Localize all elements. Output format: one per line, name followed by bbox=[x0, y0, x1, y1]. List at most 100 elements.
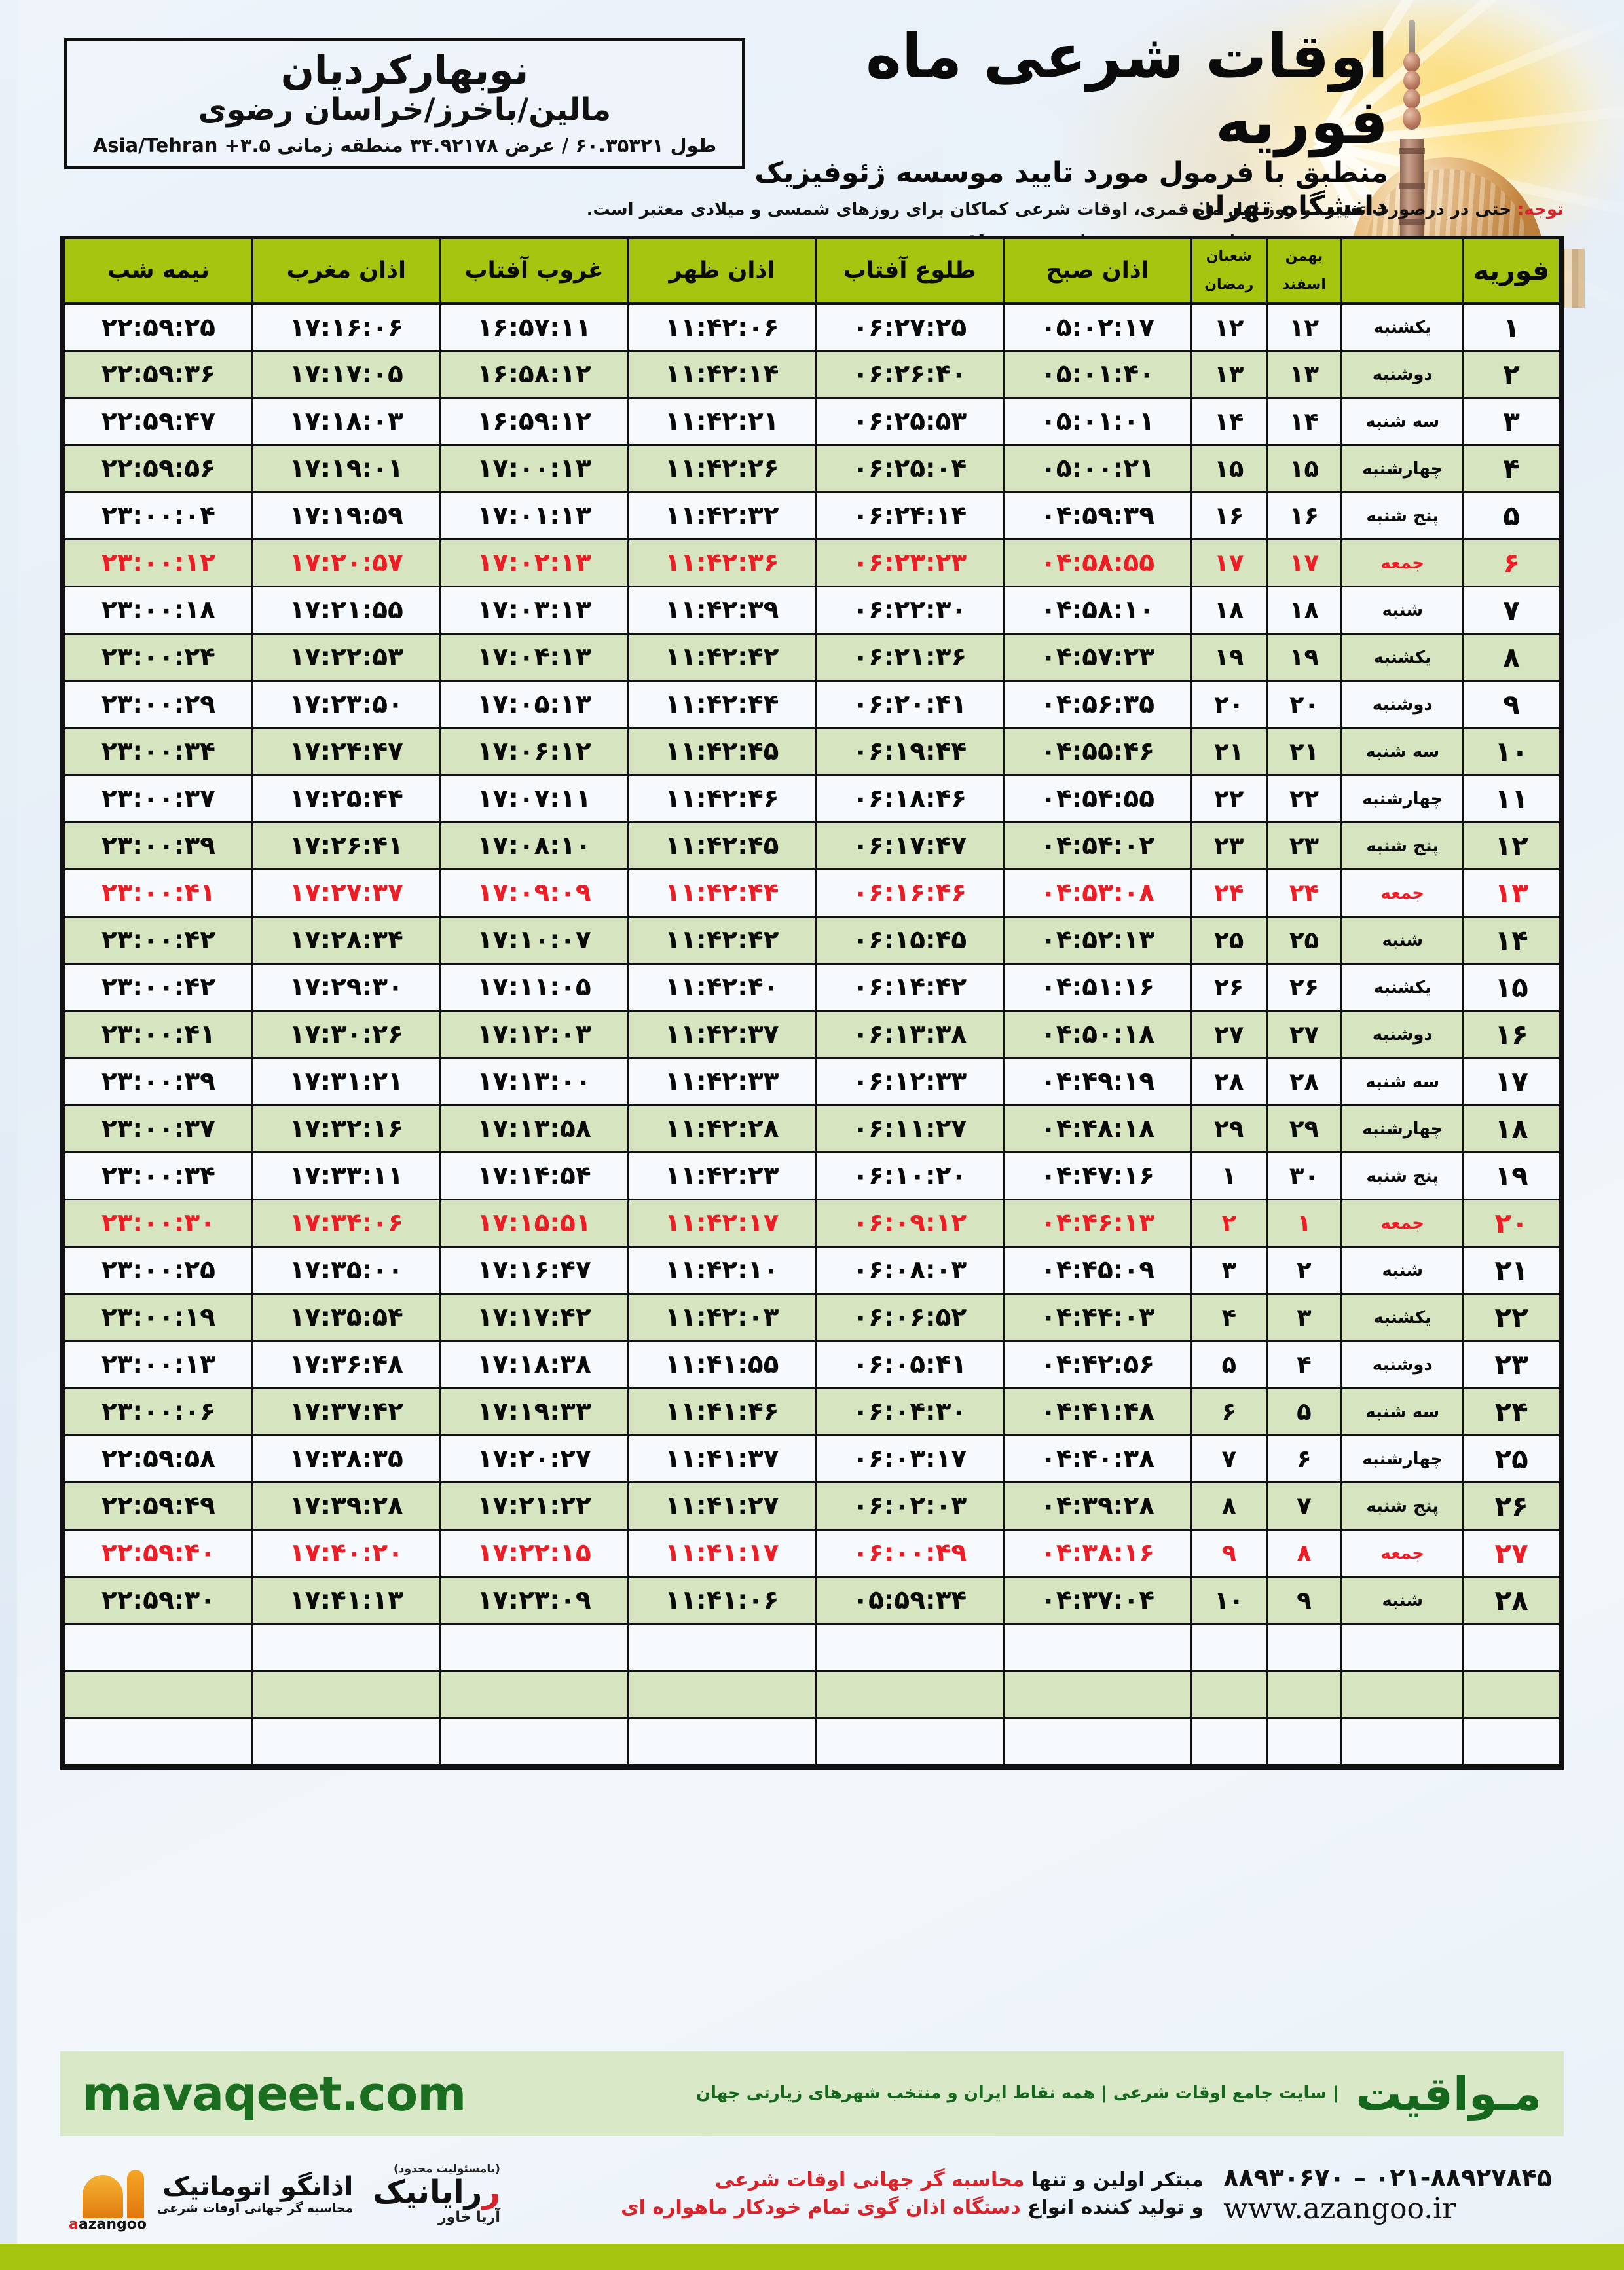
time-dhuhr: ۱۱:۴۲:۴۴ bbox=[627, 680, 817, 729]
time-dhuhr: ۱۱:۴۱:۰۶ bbox=[627, 1576, 817, 1625]
day-gregorian: ۴ bbox=[1462, 444, 1560, 493]
time-sunset: ۱۶:۵۸:۱۲ bbox=[439, 350, 629, 399]
time-sunset: ۱۷:۰۲:۱۳ bbox=[439, 538, 629, 587]
table-row: ۶ جمعه ۱۷ ۱۷ ۰۴:۵۸:۵۵ ۰۶:۲۳:۲۳ ۱۱:۴۲:۳۶ ۱۷:۰۲:۱… bbox=[64, 538, 1560, 587]
time-fajr: ۰۴:۵۳:۰۸ bbox=[1003, 868, 1192, 918]
time-fajr: ۰۴:۵۶:۳۵ bbox=[1003, 680, 1192, 729]
column-header-solar: بهمن اسفند bbox=[1265, 239, 1343, 305]
day-weekday: دوشنبه bbox=[1340, 1010, 1465, 1059]
time-maghrib: ۱۷:۲۴:۴۷ bbox=[251, 727, 441, 776]
time-sunset: ۱۷:۱۸:۳۸ bbox=[439, 1340, 629, 1389]
time-maghrib: ۱۷:۲۱:۵۵ bbox=[251, 586, 441, 635]
time-sunrise bbox=[815, 1717, 1005, 1766]
table-row: ۵ پنج شنبه ۱۶ ۱۶ ۰۴:۵۹:۳۹ ۰۶:۲۴:۱۴ ۱۱:۴۲:۳۲ ۱۷:… bbox=[64, 491, 1560, 540]
time-maghrib: ۱۷:۳۰:۲۶ bbox=[251, 1010, 441, 1059]
note-line: توجه: حتی در درصورت تغییر در روز اول ماه… bbox=[58, 200, 1564, 219]
rayanic-subtitle: آریا خاور bbox=[438, 2208, 500, 2225]
day-solar: ۱۷ bbox=[1265, 538, 1343, 587]
footer-website-link[interactable]: www.azangoo.ir bbox=[1223, 2191, 1456, 2225]
time-maghrib bbox=[251, 1670, 441, 1719]
table-row: ۴ چهارشنبه ۱۵ ۱۵ ۰۵:۰۰:۲۱ ۰۶:۲۵:۰۴ ۱۱:۴۲:۲۶ ۱۷:… bbox=[64, 444, 1560, 493]
time-midnight: ۲۳:۰۰:۳۷ bbox=[64, 1104, 253, 1153]
page-title: اوقات شرعی ماه فوریه bbox=[865, 21, 1390, 158]
time-sunrise: ۰۶:۱۷:۴۷ bbox=[815, 821, 1005, 870]
time-maghrib: ۱۷:۱۸:۰۳ bbox=[251, 397, 441, 446]
day-solar bbox=[1265, 1623, 1343, 1672]
column-header-dhuhr: اذان ظهر bbox=[627, 239, 817, 305]
bottom-green-strip bbox=[0, 2244, 1624, 2270]
time-midnight: ۲۳:۰۰:۱۸ bbox=[64, 586, 253, 635]
time-midnight: ۲۳:۰۰:۴۱ bbox=[64, 1010, 253, 1059]
time-midnight: ۲۳:۰۰:۲۹ bbox=[64, 680, 253, 729]
table-row: ۱ یکشنبه ۱۲ ۱۲ ۰۵:۰۲:۱۷ ۰۶:۲۷:۲۵ ۱۱:۴۲:۰۶ ۱۶:۵۷… bbox=[64, 303, 1560, 352]
time-midnight bbox=[64, 1623, 253, 1672]
time-sunrise: ۰۶:۲۵:۰۴ bbox=[815, 444, 1005, 493]
page-footer: ۰۲۱-۸۸۹۲۷۸۴۵ – ۸۸۹۳۰۶۷۰ www.azangoo.ir م… bbox=[0, 2143, 1624, 2245]
day-lunar: ۲۴ bbox=[1190, 868, 1268, 918]
time-sunrise: ۰۶:۲۲:۳۰ bbox=[815, 586, 1005, 635]
day-gregorian: ۲۶ bbox=[1462, 1481, 1560, 1531]
time-sunrise: ۰۶:۲۷:۲۵ bbox=[815, 303, 1005, 352]
column-header-weekday bbox=[1340, 239, 1465, 305]
table-row: ۸ یکشنبه ۱۹ ۱۹ ۰۴:۵۷:۲۳ ۰۶:۲۱:۳۶ ۱۱:۴۲:۴۲ ۱۷:۰۴… bbox=[64, 633, 1560, 682]
time-sunrise bbox=[815, 1670, 1005, 1719]
time-dhuhr: ۱۱:۴۲:۱۰ bbox=[627, 1246, 817, 1295]
table-row bbox=[64, 1670, 1560, 1719]
time-maghrib: ۱۷:۲۳:۵۰ bbox=[251, 680, 441, 729]
time-sunset: ۱۷:۲۰:۲۷ bbox=[439, 1434, 629, 1483]
day-weekday: جمعه bbox=[1340, 868, 1465, 918]
time-maghrib: ۱۷:۳۳:۱۱ bbox=[251, 1151, 441, 1200]
time-fajr: ۰۴:۴۶:۱۳ bbox=[1003, 1199, 1192, 1248]
table-row: ۲۵ چهارشنبه ۶ ۷ ۰۴:۴۰:۳۸ ۰۶:۰۳:۱۷ ۱۱:۴۱:۳۷ ۱۷:۲… bbox=[64, 1434, 1560, 1483]
time-maghrib: ۱۷:۲۵:۴۴ bbox=[251, 774, 441, 823]
time-sunrise: ۰۶:۰۵:۴۱ bbox=[815, 1340, 1005, 1389]
day-lunar: ۱۵ bbox=[1190, 444, 1268, 493]
day-solar: ۱۲ bbox=[1265, 303, 1343, 352]
day-solar: ۲۰ bbox=[1265, 680, 1343, 729]
day-gregorian: ۱۴ bbox=[1462, 916, 1560, 965]
time-sunrise: ۰۶:۲۴:۱۴ bbox=[815, 491, 1005, 540]
table-row: ۲۲ یکشنبه ۳ ۴ ۰۴:۴۴:۰۳ ۰۶:۰۶:۵۲ ۱۱:۴۲:۰۳ ۱۷:۱۷:… bbox=[64, 1293, 1560, 1342]
brand-name-en[interactable]: mavaqeet.com bbox=[83, 2066, 466, 2121]
table-row bbox=[64, 1623, 1560, 1672]
day-gregorian: ۱۷ bbox=[1462, 1057, 1560, 1106]
time-sunset: ۱۷:۰۷:۱۱ bbox=[439, 774, 629, 823]
day-solar: ۱۹ bbox=[1265, 633, 1343, 682]
minaret-icon bbox=[1397, 20, 1428, 237]
header-titles: اوقات شرعی ماه فوریه منطبق با فرمول مورد… bbox=[694, 21, 1390, 257]
time-fajr: ۰۴:۴۵:۰۹ bbox=[1003, 1246, 1192, 1295]
time-dhuhr bbox=[627, 1623, 817, 1672]
time-sunrise: ۰۶:۱۱:۲۷ bbox=[815, 1104, 1005, 1153]
day-weekday: دوشنبه bbox=[1340, 350, 1465, 399]
time-maghrib: ۱۷:۳۱:۲۱ bbox=[251, 1057, 441, 1106]
time-dhuhr bbox=[627, 1670, 817, 1719]
day-lunar: ۲۷ bbox=[1190, 1010, 1268, 1059]
prayer-times-table: فوریه بهمن اسفند شعبان رمضان bbox=[64, 239, 1560, 1766]
day-lunar: ۸ bbox=[1190, 1481, 1268, 1531]
day-weekday: پنج شنبه bbox=[1340, 491, 1465, 540]
time-dhuhr: ۱۱:۴۲:۳۹ bbox=[627, 586, 817, 635]
time-sunset bbox=[439, 1623, 629, 1672]
day-weekday: شنبه bbox=[1340, 1246, 1465, 1295]
time-midnight: ۲۳:۰۰:۳۷ bbox=[64, 774, 253, 823]
day-lunar: ۷ bbox=[1190, 1434, 1268, 1483]
time-dhuhr: ۱۱:۴۲:۰۳ bbox=[627, 1293, 817, 1342]
time-sunset: ۱۷:۱۳:۵۸ bbox=[439, 1104, 629, 1153]
time-maghrib: ۱۷:۴۰:۲۰ bbox=[251, 1529, 441, 1578]
day-gregorian: ۱ bbox=[1462, 303, 1560, 352]
day-weekday: جمعه bbox=[1340, 1199, 1465, 1248]
day-weekday: پنج شنبه bbox=[1340, 821, 1465, 870]
time-maghrib bbox=[251, 1717, 441, 1766]
table-row: ۱۹ پنج شنبه ۳۰ ۱ ۰۴:۴۷:۱۶ ۰۶:۱۰:۲۰ ۱۱:۴۲:۲۳ ۱۷:… bbox=[64, 1151, 1560, 1200]
time-sunset: ۱۷:۲۱:۲۲ bbox=[439, 1481, 629, 1531]
time-midnight: ۲۳:۰۰:۴۲ bbox=[64, 963, 253, 1012]
day-lunar: ۱۰ bbox=[1190, 1576, 1268, 1625]
time-maghrib: ۱۷:۲۰:۵۷ bbox=[251, 538, 441, 587]
time-sunset: ۱۷:۰۶:۱۲ bbox=[439, 727, 629, 776]
azangoo-wordmark: azangoo bbox=[78, 2216, 147, 2233]
day-weekday: پنج شنبه bbox=[1340, 1481, 1465, 1531]
time-midnight: ۲۳:۰۰:۴۲ bbox=[64, 916, 253, 965]
day-gregorian: ۲۳ bbox=[1462, 1340, 1560, 1389]
azangoo-title: اذانگو اتوماتیک bbox=[162, 2172, 354, 2202]
